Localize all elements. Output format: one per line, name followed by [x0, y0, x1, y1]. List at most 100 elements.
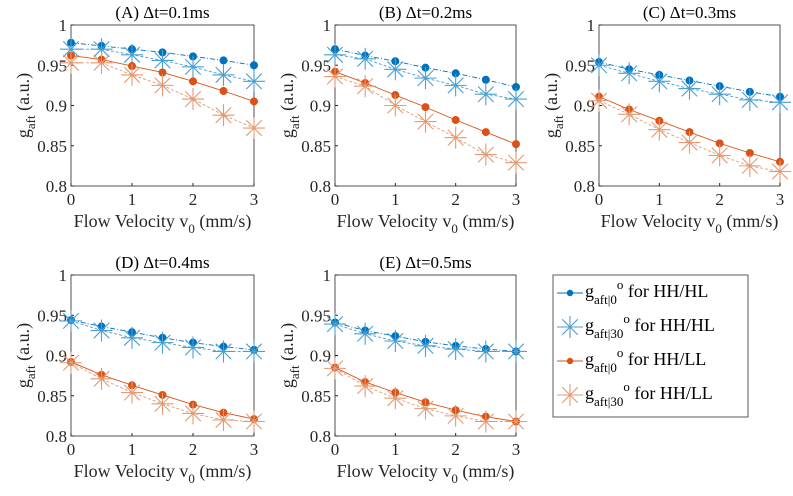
data-point-center	[748, 164, 752, 168]
y-tick-label: 0.85	[301, 137, 331, 156]
x-axis-label-unit: (mm/s)	[458, 461, 515, 482]
legend-label-sup: o	[623, 379, 630, 394]
x-tick-label: 3	[250, 190, 259, 209]
data-point-center	[424, 76, 427, 80]
legend-label: gaft|30o for HH/HL	[585, 311, 715, 341]
legend-label-sub: aft|30	[594, 326, 623, 341]
x-axis-label-sub: 0	[188, 221, 195, 236]
subplot-title: (C) Δt=0.3ms	[643, 3, 736, 22]
data-point-center	[69, 319, 73, 323]
data-point-center	[627, 113, 631, 116]
legend-item-2: gaft|30o for HH/HL	[557, 311, 715, 341]
data-point-center	[748, 98, 752, 102]
x-tick-label: 3	[512, 440, 521, 459]
x-tick-label: 1	[128, 190, 137, 209]
legend-label-sub: aft|0	[594, 292, 617, 307]
y-axis-label-unit: (a.u.)	[541, 73, 562, 115]
data-point-center	[222, 350, 225, 353]
x-axis-label-main: Flow Velocity v	[337, 461, 452, 481]
x-tick-label: 1	[655, 190, 664, 209]
data-point-center	[778, 100, 782, 104]
y-tick-label: 0.8	[310, 177, 331, 196]
y-tick-label: 0.95	[565, 56, 595, 75]
data-point-center	[394, 104, 397, 107]
legend-dot-marker	[566, 357, 574, 365]
data-point-dot	[715, 139, 724, 148]
series-4	[60, 351, 265, 433]
x-axis-label-main: Flow Velocity v	[74, 211, 189, 231]
series-4	[588, 89, 791, 183]
data-point-center	[454, 84, 457, 87]
data-point-center	[130, 53, 134, 57]
y-axis-label-sub: aft	[551, 115, 566, 129]
data-point-center	[69, 61, 73, 65]
data-point-dot	[481, 128, 490, 137]
data-point-center	[100, 61, 103, 65]
data-point-dot	[219, 56, 228, 65]
data-point-center	[100, 377, 103, 381]
x-axis-label-sub: 0	[451, 221, 458, 236]
x-tick-label: 1	[128, 440, 137, 459]
y-axis-label-unit: (a.u.)	[13, 73, 34, 115]
legend-label-rest: for HH/LL	[630, 383, 713, 403]
y-tick-label: 1	[587, 16, 596, 35]
data-point-center	[484, 420, 488, 423]
legend-box	[552, 274, 749, 418]
data-point-center	[454, 347, 457, 351]
legend-label-sub: aft|30	[594, 394, 623, 409]
y-axis-label-main: g	[541, 129, 561, 138]
legend-label-main: g	[585, 383, 594, 403]
data-point-center	[130, 73, 134, 77]
y-tick-label: 0.95	[301, 306, 331, 325]
y-tick-label: 0.95	[37, 306, 67, 325]
y-tick-label: 0.8	[574, 177, 595, 196]
legend-item-3: gaft|0o for HH/LL	[557, 345, 706, 375]
data-point-center	[484, 350, 488, 353]
y-tick-label: 1	[323, 266, 332, 285]
y-tick-label: 0.8	[46, 427, 67, 446]
series-2	[324, 43, 527, 111]
y-tick-label: 0.85	[301, 387, 331, 406]
x-tick-label: 0	[67, 440, 76, 459]
data-point-center	[191, 97, 195, 101]
data-point-center	[394, 396, 397, 400]
x-axis-label-sub: 0	[188, 471, 195, 486]
data-point-center	[778, 170, 782, 173]
subplot-c: (C) Δt=0.3ms 0.8 0.85 0.9 0.95 1 0 1 2 3 Flow Velo…	[541, 3, 791, 236]
subplot-title: (A) Δt=0.1ms	[115, 3, 209, 22]
data-point-center	[333, 322, 337, 326]
subplot-title: (E) Δt=0.5ms	[379, 253, 471, 272]
y-axis-label-sub: aft	[287, 115, 302, 129]
legend-label-sup: o	[623, 311, 630, 326]
data-point-center	[454, 136, 457, 139]
x-axis-label-main: Flow Velocity v	[601, 211, 716, 231]
legend-label-rest: for HH/HL	[630, 315, 715, 335]
x-axis-label-sub: 0	[451, 471, 458, 486]
data-point-center	[514, 420, 518, 423]
subplot-b: (B) Δt=0.2ms 0.8 0.85 0.9 0.95 1 0 1 2 3 Flow Velo…	[277, 3, 527, 236]
y-tick-label: 0.8	[310, 427, 331, 446]
data-point-center	[363, 332, 367, 336]
legend-label: gaft|0o for HH/HL	[585, 277, 708, 307]
data-point-center	[333, 75, 337, 78]
data-point-dot	[512, 82, 520, 91]
legend-star-marker	[559, 316, 581, 338]
data-point-center	[363, 384, 367, 388]
data-point-center	[514, 97, 518, 101]
series-2	[60, 38, 265, 93]
data-point-center	[658, 128, 661, 131]
axes-box	[598, 24, 781, 187]
x-tick-label: 3	[512, 190, 521, 209]
x-axis-label-unit: (mm/s)	[195, 211, 252, 232]
data-point-center	[514, 161, 518, 164]
data-point-center	[514, 350, 518, 353]
star-marker-stroke	[561, 386, 579, 404]
legend-label: gaft|0o for HH/LL	[585, 345, 706, 375]
data-point-center	[658, 80, 661, 83]
data-point-center	[424, 407, 427, 410]
legend-label-sub: aft|0	[594, 360, 617, 375]
data-point-center	[424, 120, 427, 123]
data-point-center	[161, 341, 164, 344]
data-point-center	[597, 99, 601, 102]
